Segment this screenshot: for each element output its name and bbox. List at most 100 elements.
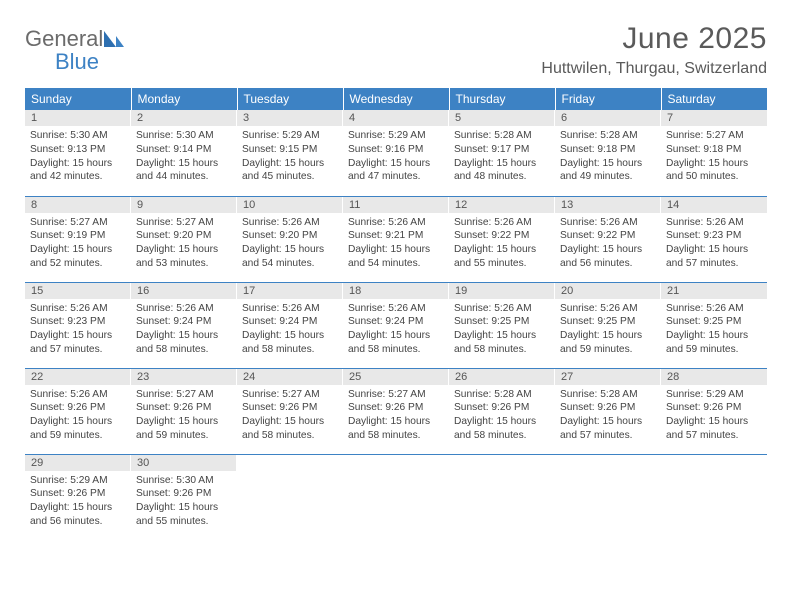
day-body: Sunrise: 5:27 AMSunset: 9:19 PMDaylight:…: [25, 213, 131, 274]
sunrise-line: Sunrise: 5:28 AM: [560, 388, 656, 402]
month-title: June 2025: [541, 22, 767, 56]
daylight-line-2: and 55 minutes.: [454, 257, 550, 271]
day-body: Sunrise: 5:27 AMSunset: 9:20 PMDaylight:…: [131, 213, 237, 274]
sunrise-line: Sunrise: 5:26 AM: [666, 216, 762, 230]
sunrise-line: Sunrise: 5:26 AM: [454, 302, 550, 316]
day-cell: 10Sunrise: 5:26 AMSunset: 9:20 PMDayligh…: [237, 196, 343, 282]
day-cell: 28Sunrise: 5:29 AMSunset: 9:26 PMDayligh…: [661, 368, 767, 454]
logo-word-general: General: [25, 26, 103, 51]
day-number: 5: [449, 110, 555, 126]
day-number: 4: [343, 110, 449, 126]
sunrise-line: Sunrise: 5:27 AM: [30, 216, 126, 230]
daylight-line-1: Daylight: 15 hours: [30, 415, 126, 429]
day-number: 11: [343, 197, 449, 213]
day-cell: 4Sunrise: 5:29 AMSunset: 9:16 PMDaylight…: [343, 110, 449, 196]
title-block: June 2025 Huttwilen, Thurgau, Switzerlan…: [541, 22, 767, 78]
day-cell: 29Sunrise: 5:29 AMSunset: 9:26 PMDayligh…: [25, 454, 131, 540]
sunset-line: Sunset: 9:26 PM: [136, 487, 232, 501]
day-number: 8: [25, 197, 131, 213]
sunset-line: Sunset: 9:24 PM: [348, 315, 444, 329]
day-number: 25: [343, 369, 449, 385]
day-body: Sunrise: 5:26 AMSunset: 9:24 PMDaylight:…: [343, 299, 449, 360]
day-number: 21: [661, 283, 767, 299]
day-cell: 6Sunrise: 5:28 AMSunset: 9:18 PMDaylight…: [555, 110, 661, 196]
sunrise-line: Sunrise: 5:29 AM: [666, 388, 762, 402]
day-cell: 14Sunrise: 5:26 AMSunset: 9:23 PMDayligh…: [661, 196, 767, 282]
daylight-line-1: Daylight: 15 hours: [454, 415, 550, 429]
day-number: 1: [25, 110, 131, 126]
day-body: Sunrise: 5:26 AMSunset: 9:25 PMDaylight:…: [449, 299, 555, 360]
daylight-line-1: Daylight: 15 hours: [348, 329, 444, 343]
weekday-header: Sunday: [25, 88, 131, 110]
sunset-line: Sunset: 9:24 PM: [242, 315, 338, 329]
day-cell: 13Sunrise: 5:26 AMSunset: 9:22 PMDayligh…: [555, 196, 661, 282]
sunrise-line: Sunrise: 5:26 AM: [560, 216, 656, 230]
day-body: Sunrise: 5:29 AMSunset: 9:26 PMDaylight:…: [25, 471, 131, 532]
day-cell: [343, 454, 449, 540]
sunset-line: Sunset: 9:23 PM: [666, 229, 762, 243]
week-row: 8Sunrise: 5:27 AMSunset: 9:19 PMDaylight…: [25, 196, 767, 282]
daylight-line-1: Daylight: 15 hours: [454, 157, 550, 171]
sunrise-line: Sunrise: 5:26 AM: [666, 302, 762, 316]
daylight-line-2: and 56 minutes.: [560, 257, 656, 271]
daylight-line-2: and 52 minutes.: [30, 257, 126, 271]
weekday-header: Thursday: [449, 88, 555, 110]
day-body: Sunrise: 5:26 AMSunset: 9:20 PMDaylight:…: [237, 213, 343, 274]
day-body: Sunrise: 5:30 AMSunset: 9:14 PMDaylight:…: [131, 126, 237, 187]
day-body: Sunrise: 5:30 AMSunset: 9:13 PMDaylight:…: [25, 126, 131, 187]
daylight-line-1: Daylight: 15 hours: [242, 243, 338, 257]
sunrise-line: Sunrise: 5:29 AM: [242, 129, 338, 143]
sunrise-line: Sunrise: 5:27 AM: [348, 388, 444, 402]
day-cell: 8Sunrise: 5:27 AMSunset: 9:19 PMDaylight…: [25, 196, 131, 282]
daylight-line-2: and 57 minutes.: [666, 257, 762, 271]
weekday-row: SundayMondayTuesdayWednesdayThursdayFrid…: [25, 88, 767, 110]
day-cell: [449, 454, 555, 540]
day-cell: 26Sunrise: 5:28 AMSunset: 9:26 PMDayligh…: [449, 368, 555, 454]
daylight-line-2: and 54 minutes.: [242, 257, 338, 271]
sunset-line: Sunset: 9:26 PM: [666, 401, 762, 415]
day-number: 19: [449, 283, 555, 299]
sunset-line: Sunset: 9:15 PM: [242, 143, 338, 157]
logo-word-blue: Blue: [55, 51, 125, 73]
sunset-line: Sunset: 9:18 PM: [560, 143, 656, 157]
daylight-line-1: Daylight: 15 hours: [136, 329, 232, 343]
sunset-line: Sunset: 9:13 PM: [30, 143, 126, 157]
sunset-line: Sunset: 9:24 PM: [136, 315, 232, 329]
daylight-line-1: Daylight: 15 hours: [560, 415, 656, 429]
daylight-line-2: and 58 minutes.: [136, 343, 232, 357]
day-body: Sunrise: 5:26 AMSunset: 9:24 PMDaylight:…: [237, 299, 343, 360]
day-cell: 3Sunrise: 5:29 AMSunset: 9:15 PMDaylight…: [237, 110, 343, 196]
location: Huttwilen, Thurgau, Switzerland: [541, 60, 767, 78]
day-cell: [555, 454, 661, 540]
daylight-line-1: Daylight: 15 hours: [30, 501, 126, 515]
daylight-line-2: and 47 minutes.: [348, 170, 444, 184]
daylight-line-1: Daylight: 15 hours: [666, 415, 762, 429]
daylight-line-1: Daylight: 15 hours: [30, 157, 126, 171]
sunset-line: Sunset: 9:18 PM: [666, 143, 762, 157]
sunrise-line: Sunrise: 5:27 AM: [136, 388, 232, 402]
sunset-line: Sunset: 9:21 PM: [348, 229, 444, 243]
sunset-line: Sunset: 9:14 PM: [136, 143, 232, 157]
sunset-line: Sunset: 9:23 PM: [30, 315, 126, 329]
daylight-line-2: and 58 minutes.: [242, 429, 338, 443]
calendar-body: 1Sunrise: 5:30 AMSunset: 9:13 PMDaylight…: [25, 110, 767, 540]
day-cell: 22Sunrise: 5:26 AMSunset: 9:26 PMDayligh…: [25, 368, 131, 454]
daylight-line-1: Daylight: 15 hours: [560, 243, 656, 257]
day-number: 17: [237, 283, 343, 299]
weekday-header: Monday: [131, 88, 237, 110]
daylight-line-2: and 45 minutes.: [242, 170, 338, 184]
day-cell: 20Sunrise: 5:26 AMSunset: 9:25 PMDayligh…: [555, 282, 661, 368]
sunrise-line: Sunrise: 5:26 AM: [30, 388, 126, 402]
day-number: 6: [555, 110, 661, 126]
daylight-line-1: Daylight: 15 hours: [30, 329, 126, 343]
day-body: Sunrise: 5:27 AMSunset: 9:26 PMDaylight:…: [343, 385, 449, 446]
day-number: 23: [131, 369, 237, 385]
day-cell: 16Sunrise: 5:26 AMSunset: 9:24 PMDayligh…: [131, 282, 237, 368]
day-number: 15: [25, 283, 131, 299]
sunset-line: Sunset: 9:26 PM: [560, 401, 656, 415]
daylight-line-1: Daylight: 15 hours: [136, 501, 232, 515]
sunrise-line: Sunrise: 5:26 AM: [560, 302, 656, 316]
sunset-line: Sunset: 9:26 PM: [242, 401, 338, 415]
daylight-line-1: Daylight: 15 hours: [666, 329, 762, 343]
day-number: 24: [237, 369, 343, 385]
